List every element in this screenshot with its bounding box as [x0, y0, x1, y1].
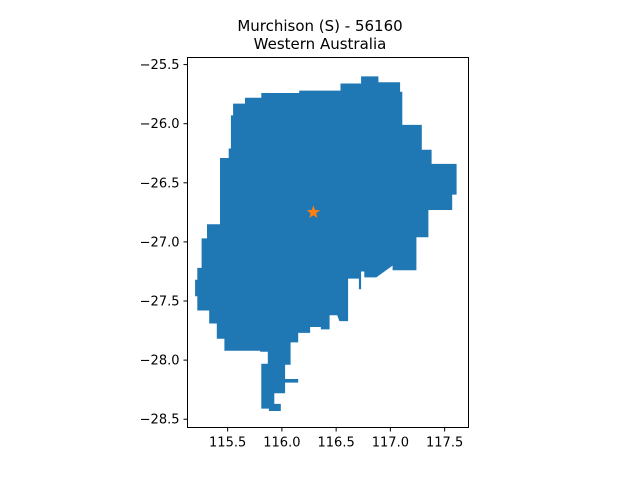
shire-boundary-region: [195, 76, 457, 412]
x-tick-label: 117.5: [426, 436, 463, 451]
x-axis: 115.5 116.0 116.5 117.0 117.5: [209, 427, 463, 451]
x-tick-label: 116.0: [263, 436, 300, 451]
plot-frame: [187, 57, 469, 428]
x-tick-label: 116.5: [318, 436, 355, 451]
y-tick-label: −26.5: [140, 176, 180, 191]
y-tick-label: −28.5: [140, 413, 180, 428]
y-tick-label: −27.5: [140, 295, 180, 310]
x-tick-label: 115.5: [209, 436, 246, 451]
x-tick-label: 117.0: [372, 436, 409, 451]
y-tick-label: −28.0: [140, 354, 180, 369]
y-axis: −25.5 −26.0 −26.5 −27.0 −27.5 −28.0 −28.5: [140, 58, 188, 428]
y-tick-label: −27.0: [140, 235, 180, 250]
y-tick-label: −26.0: [140, 117, 180, 132]
y-tick-label: −25.5: [140, 58, 180, 73]
map-title-line1: Murchison (S) - 56160: [237, 17, 402, 35]
location-star-marker: [306, 205, 321, 219]
map-title-line2: Western Australia: [254, 35, 387, 53]
